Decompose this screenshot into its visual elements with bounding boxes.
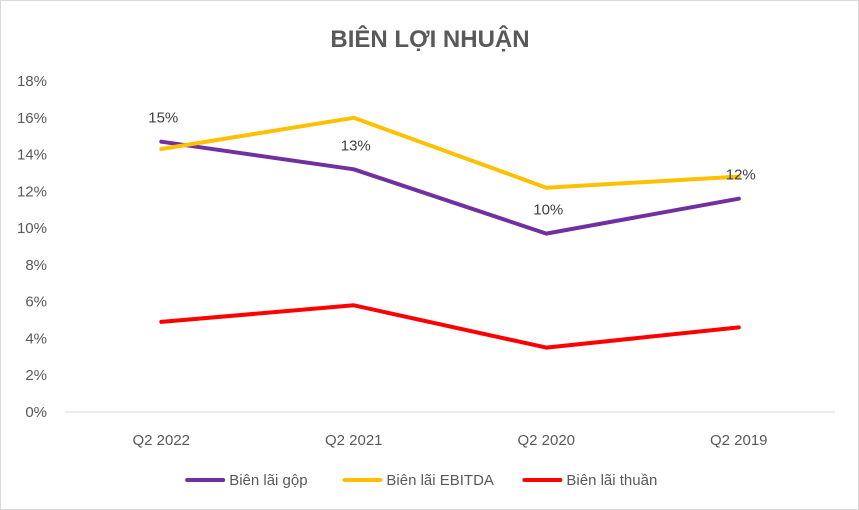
series-line <box>159 115 741 190</box>
y-tick-label: 2% <box>25 367 47 384</box>
legend: Biên lãi gộp Biên lãi EBITDA Biên lãi thuầ… <box>185 472 657 489</box>
x-axis: Q2 2022 Q2 2021 Q2 2020 Q2 2019 <box>132 432 767 449</box>
chart-title: BIÊN LỢI NHUẬN <box>330 25 529 53</box>
x-tick-label: Q2 2022 <box>132 432 190 449</box>
y-tick-label: 0% <box>25 404 47 421</box>
y-tick-label: 14% <box>17 147 47 164</box>
legend-label: Biên lãi thuần <box>566 472 657 489</box>
y-tick-label: 8% <box>25 257 47 274</box>
series-line <box>159 303 741 350</box>
data-labels: 15% 13% 10% 12% <box>148 110 756 219</box>
y-tick-label: 6% <box>25 294 47 311</box>
y-tick-label: 18% <box>17 73 47 90</box>
y-tick-label: 12% <box>17 183 47 200</box>
y-tick-label: 16% <box>17 110 47 127</box>
legend-label: Biên lãi gộp <box>229 472 307 489</box>
data-label: 12% <box>726 167 756 184</box>
x-tick-label: Q2 2021 <box>325 432 383 449</box>
x-tick-label: Q2 2020 <box>517 432 575 449</box>
data-label: 10% <box>533 202 563 219</box>
series-line <box>159 139 741 236</box>
data-label: 13% <box>341 137 371 154</box>
y-axis: 0% 2% 4% 6% 8% 10% 12% 14% 16% 18% <box>17 73 47 421</box>
legend-label: Biên lãi EBITDA <box>386 472 494 489</box>
x-tick-label: Q2 2019 <box>710 432 768 449</box>
series-lines <box>159 115 741 350</box>
y-tick-label: 10% <box>17 220 47 237</box>
y-tick-label: 4% <box>25 330 47 347</box>
data-label: 15% <box>148 110 178 127</box>
